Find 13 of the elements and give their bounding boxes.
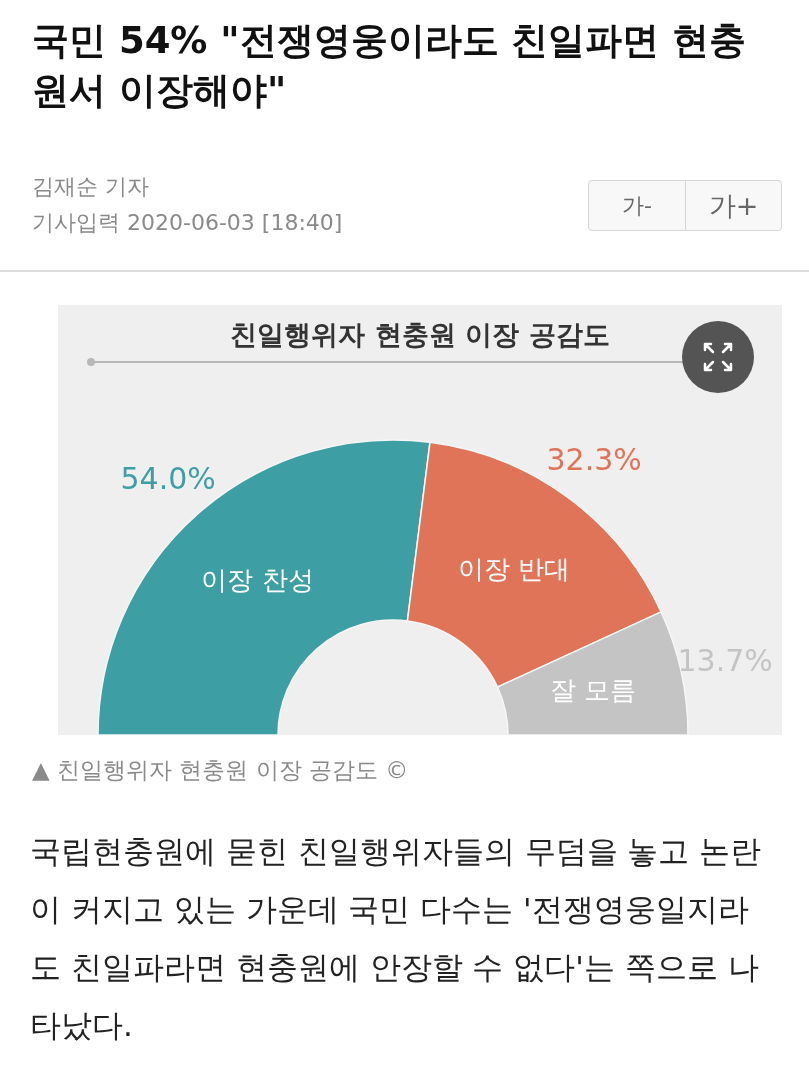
- text-size-button: 가-: [588, 180, 686, 231]
- chart-title: 국민 54% "전쟁영웅이라도 친일파면 현충원서 이장해야": [32, 18, 748, 114]
- text: 국립현충원에 묻힌 친일행위자들의 무덤을 놓고 논란이 커지고 있는 가운데 국민 다수는 '전쟁영웅일지라도 친일파라면 현충원에 안장할 수 없다'는 쪽으로 나타났다.: [30, 832, 763, 1045]
- text-size-button: 가+: [685, 180, 782, 231]
- slice-label: 잘 모름: [550, 675, 637, 706]
- slice-label: 이장 찬성: [201, 565, 314, 596]
- text: 김재순 기자: [32, 173, 149, 201]
- text: ▲ 친일행위자 현충원 이장 공감도 ©: [32, 756, 409, 785]
- slice-label: 이장 반대: [458, 553, 571, 584]
- text: 기사입력 2020-06-03 [18:40]: [32, 209, 343, 237]
- data-label: 54.0%: [120, 460, 216, 496]
- chart-subtitle: 친일행위자 현충원 이장 공감도: [229, 318, 611, 352]
- data-label: 32.3%: [546, 441, 642, 477]
